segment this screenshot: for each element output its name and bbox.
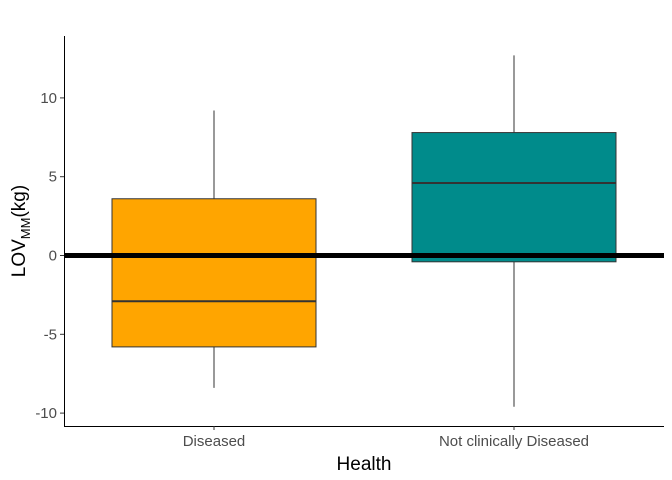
box-group-2 [411,55,617,407]
y-tick-label: 5 [49,169,57,186]
box-iqr [411,132,617,263]
axes: -10 -5 0 5 10 Diseased Not clinically Diseased [35,36,664,450]
box-group-1 [111,110,317,388]
x-axis-title: Health [337,454,392,475]
y-tick-label: 0 [49,248,57,265]
y-axis-title-base: LOV [9,239,30,277]
y-tick-label: -5 [44,326,57,343]
y-axis-title-subscript: MM [18,218,33,240]
x-tick-label: Not clinically Diseased [439,433,589,450]
y-tick-label: 10 [40,90,57,107]
plot-area [64,55,664,407]
y-axis-title-suffix: (kg) [9,185,30,218]
y-axis-title: LOVMM(kg) [9,185,33,277]
box-iqr [111,198,317,348]
y-tick-label: -10 [35,405,57,422]
x-tick-label: Diseased [183,433,246,450]
